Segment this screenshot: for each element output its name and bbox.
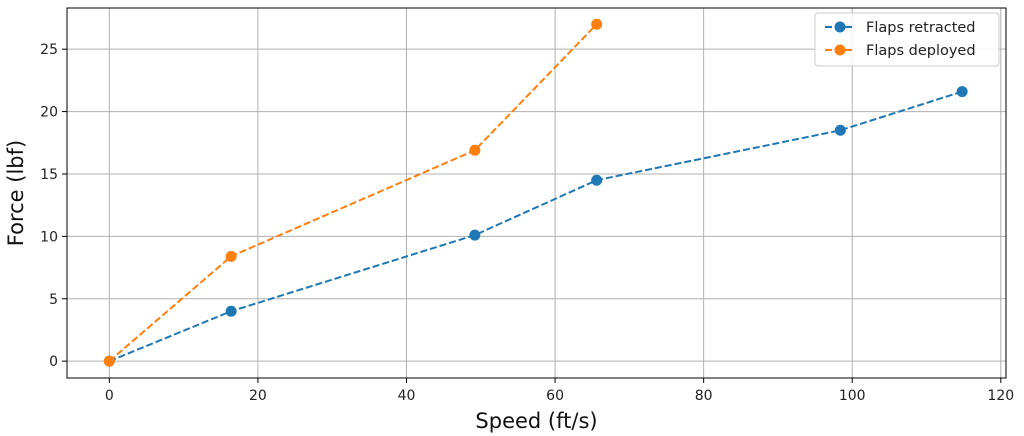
plot-frame bbox=[66, 7, 1007, 379]
legend-items: Flaps retracted Flaps deployed bbox=[825, 20, 976, 59]
data-point bbox=[103, 355, 115, 367]
series bbox=[103, 18, 968, 367]
data-point bbox=[225, 250, 237, 262]
series-flaps-deployed bbox=[103, 18, 603, 367]
x-tick-label: 20 bbox=[249, 388, 267, 404]
legend-label: Flaps deployed bbox=[866, 43, 976, 59]
data-point bbox=[591, 174, 603, 186]
axis-ticks: 0 20 40 60 80 100 120 0 5 10 15 20 25 bbox=[40, 42, 1014, 404]
y-tick-label: 20 bbox=[40, 105, 58, 121]
x-tick-label: 100 bbox=[839, 388, 866, 404]
y-tick-label: 15 bbox=[40, 167, 58, 183]
data-point bbox=[469, 144, 481, 156]
y-tick-label: 5 bbox=[49, 292, 58, 308]
series-line bbox=[108, 23, 598, 362]
legend-marker bbox=[834, 21, 846, 33]
legend-label: Flaps retracted bbox=[866, 20, 976, 36]
data-point bbox=[834, 124, 846, 136]
data-point bbox=[469, 229, 481, 241]
legend-box bbox=[814, 12, 1000, 67]
y-axis-label: Force (lbf) bbox=[4, 140, 28, 246]
series-line bbox=[108, 90, 963, 363]
x-tick-label: 0 bbox=[105, 388, 114, 404]
x-tick-label: 120 bbox=[987, 388, 1014, 404]
x-tick-label: 60 bbox=[546, 388, 564, 404]
data-point bbox=[591, 18, 603, 30]
y-tick-label: 25 bbox=[40, 42, 58, 58]
data-point bbox=[225, 305, 237, 317]
data-point bbox=[956, 86, 968, 98]
y-tick-label: 10 bbox=[40, 229, 58, 245]
y-tick-label: 0 bbox=[49, 354, 58, 370]
x-axis-label: Speed (ft/s) bbox=[475, 409, 597, 433]
series-flaps-retracted bbox=[103, 86, 968, 367]
legend: Flaps retracted Flaps deployed bbox=[814, 12, 1000, 67]
x-tick-label: 80 bbox=[695, 388, 713, 404]
x-tick-label: 40 bbox=[398, 388, 416, 404]
legend-marker bbox=[834, 44, 846, 56]
